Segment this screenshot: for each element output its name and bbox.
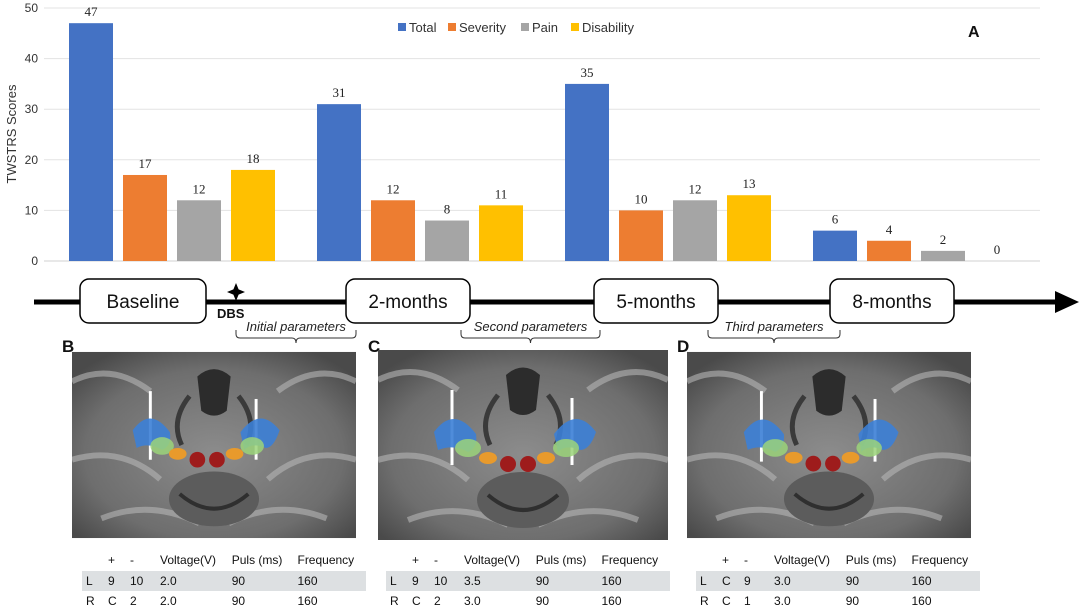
dbs-label: DBS [217, 306, 245, 321]
bar-value-label: 17 [139, 156, 153, 171]
timeline-milestone-label: 2-months [368, 292, 447, 313]
legend-swatch [448, 23, 456, 31]
bar-value-labels: 47 17 12 18 31 12 8 11 35 10 12 13 6 4 2 0 [85, 4, 1001, 257]
legend-swatch [521, 23, 529, 31]
table-row: R C 2 3.0 90 160 [390, 594, 622, 608]
bar [317, 104, 361, 261]
timeline-milestone-label: 8-months [852, 292, 931, 313]
panel-label-d: D [677, 337, 690, 356]
bar [867, 240, 911, 261]
bar [479, 205, 523, 261]
panel-label-a: A [968, 24, 980, 41]
stim-params-table-b: + - Voltage(V) Puls (ms) Frequency L 9 10 2… [82, 549, 366, 611]
timeline-milestone-label: Baseline [107, 292, 180, 313]
bar [69, 23, 113, 262]
table-header-row: + - Voltage(V) Puls (ms) Frequency [722, 553, 969, 567]
bar [565, 83, 609, 262]
panel-label-c: C [368, 337, 381, 356]
bar [813, 230, 857, 261]
bar [727, 195, 771, 261]
timeline: Baseline 2-months 5-months 8-months DBS Ini… [34, 278, 1079, 344]
table-header-row: + - Voltage(V) Puls (ms) Frequency [108, 553, 355, 567]
parameter-brace [460, 330, 601, 344]
bar-value-label: 6 [832, 212, 839, 227]
panel-label-b: B [62, 337, 75, 356]
bar-value-label: 12 [193, 181, 206, 196]
parameter-brace-label: Initial parameters [246, 319, 346, 334]
bar-value-label: 4 [886, 222, 893, 237]
bar-value-label: 31 [333, 85, 346, 100]
timeline-arrowhead [1055, 291, 1079, 313]
bar [921, 250, 965, 261]
timeline-milestone-box [345, 278, 471, 324]
y-tick-label: 50 [25, 1, 39, 15]
parameter-braces: Initial parameters Second parameters Third… [235, 319, 841, 344]
stim-params-table-d: + - Voltage(V) Puls (ms) Frequency L C 9 3.… [696, 549, 980, 611]
brain-mri-image-b [72, 351, 356, 539]
table-header-row: + - Voltage(V) Puls (ms) Frequency [412, 553, 659, 567]
parameter-brace-label: Third parameters [725, 319, 824, 334]
y-tick-label: 20 [25, 153, 39, 167]
bar [231, 169, 275, 261]
bar-value-label: 8 [444, 202, 451, 217]
legend-label: Disability [582, 20, 635, 35]
y-tick-label: 30 [25, 102, 39, 116]
bar-value-label: 11 [495, 186, 508, 201]
stim-params-table-c: + - Voltage(V) Puls (ms) Frequency L 9 10 3… [386, 549, 670, 611]
brain-mri-image-c [378, 350, 668, 540]
bar [673, 200, 717, 261]
table-row: L 9 10 2.0 90 160 [82, 571, 366, 591]
bar-value-label: 18 [247, 151, 260, 166]
parameter-brace-label: Second parameters [474, 319, 588, 334]
legend-label: Severity [459, 20, 506, 35]
parameter-brace [707, 330, 841, 344]
y-tick-label: 10 [25, 203, 39, 217]
timeline-milestone-box [79, 278, 207, 324]
bar-value-label: 0 [994, 242, 1001, 257]
bar [619, 210, 663, 261]
y-axis-ticks: 0 10 20 30 40 50 [25, 1, 39, 268]
bar-value-label: 13 [743, 176, 756, 191]
timeline-milestones: Baseline 2-months 5-months 8-months [79, 278, 955, 324]
bar-series [69, 23, 965, 262]
table-row: L C 9 3.0 90 160 [696, 571, 980, 591]
chart-legend: Total Severity Pain Disability [398, 20, 635, 35]
brain-mri-image-d [687, 351, 971, 539]
timeline-milestone-box [829, 278, 955, 324]
bar [123, 174, 167, 261]
legend-swatch [398, 23, 406, 31]
legend-label: Total [409, 20, 437, 35]
bar [371, 200, 415, 261]
table-row: L 9 10 3.5 90 160 [386, 571, 670, 591]
timeline-milestone-box [593, 278, 719, 324]
bar-value-label: 2 [940, 232, 947, 247]
bar-value-label: 12 [689, 181, 702, 196]
bar [177, 200, 221, 261]
dbs-star-icon [227, 283, 245, 301]
legend-label: Pain [532, 20, 558, 35]
y-tick-label: 40 [25, 52, 39, 66]
parameter-brace [235, 330, 357, 344]
bar-value-label: 12 [387, 181, 400, 196]
timeline-milestone-label: 5-months [616, 292, 695, 313]
bar [425, 220, 469, 261]
bar-value-label: 35 [581, 65, 594, 80]
y-tick-label: 0 [31, 254, 38, 268]
bar-value-label: 47 [85, 4, 99, 19]
legend-swatch [571, 23, 579, 31]
y-axis-label: TWSTRS Scores [4, 84, 19, 183]
table-row: R C 2 2.0 90 160 [86, 594, 318, 608]
bar-value-label: 10 [635, 191, 648, 206]
table-row: R C 1 3.0 90 160 [700, 594, 932, 608]
